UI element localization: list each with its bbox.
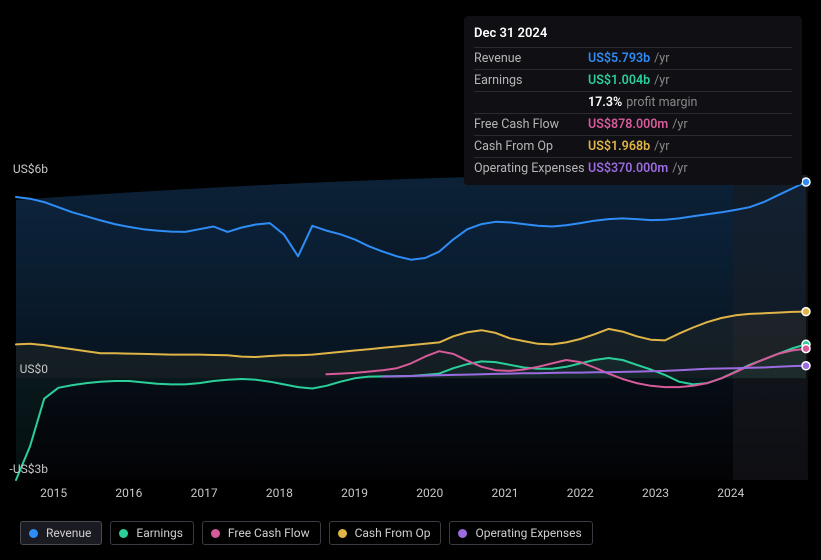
x-axis-tick: 2024	[717, 486, 744, 500]
legend-item-label: Earnings	[136, 526, 183, 540]
legend-dot-icon	[338, 529, 347, 538]
legend-dot-icon	[211, 529, 220, 538]
tooltip-row: 17.3% profit margin	[474, 91, 792, 113]
tooltip-row-label	[474, 95, 588, 110]
tooltip-row: EarningsUS$1.004b/yr	[474, 69, 792, 91]
x-axis-tick: 2022	[567, 486, 594, 500]
tooltip-row-suffix: /yr	[654, 139, 669, 154]
tooltip-box: Dec 31 2024 RevenueUS$5.793b/yrEarningsU…	[464, 16, 802, 185]
tooltip-row-label: Earnings	[474, 73, 588, 88]
tooltip-row-value: 17.3%	[588, 95, 622, 110]
tooltip-row-value: US$5.793b	[588, 51, 650, 66]
tooltip-row-suffix: /yr	[672, 161, 687, 176]
tooltip-row-label: Operating Expenses	[474, 161, 588, 176]
tooltip-row-value: US$1.968b	[588, 139, 650, 154]
y-axis-tick: US$0	[4, 362, 48, 376]
y-axis-tick: US$6b	[4, 162, 48, 176]
legend-item-earnings[interactable]: Earnings	[110, 521, 194, 545]
legend-item-label: Revenue	[46, 526, 91, 540]
tooltip-row-suffix: profit margin	[626, 95, 697, 110]
tooltip-row: Operating ExpensesUS$370.000m/yr	[474, 157, 792, 179]
tooltip-row-suffix: /yr	[654, 73, 669, 88]
tooltip-rows: RevenueUS$5.793b/yrEarningsUS$1.004b/yr1…	[474, 47, 792, 179]
legend-item-operating-expenses[interactable]: Operating Expenses	[449, 521, 592, 545]
legend-dot-icon	[29, 529, 38, 538]
tooltip-title: Dec 31 2024	[474, 26, 792, 47]
legend-dot-icon	[458, 529, 467, 538]
tooltip-row-value: US$1.004b	[588, 73, 650, 88]
legend-item-cash-from-op[interactable]: Cash From Op	[329, 521, 442, 545]
legend-item-revenue[interactable]: Revenue	[20, 521, 102, 545]
root: Dec 31 2024 RevenueUS$5.793b/yrEarningsU…	[0, 0, 821, 560]
tooltip-row-label: Free Cash Flow	[474, 117, 588, 132]
y-axis-tick: -US$3b	[4, 462, 48, 476]
legend-item-label: Cash From Op	[355, 526, 431, 540]
x-axis-tick: 2019	[341, 486, 368, 500]
tooltip-row-value: US$370.000m	[588, 161, 668, 176]
x-axis-tick: 2020	[416, 486, 443, 500]
x-axis-tick: 2016	[115, 486, 142, 500]
x-axis-tick: 2023	[642, 486, 669, 500]
x-axis-tick: 2018	[266, 486, 293, 500]
legend-item-label: Operating Expenses	[475, 526, 581, 540]
legend: Revenue Earnings Free Cash Flow Cash From O…	[20, 521, 593, 545]
legend-item-label: Free Cash Flow	[228, 526, 310, 540]
tooltip-row: Cash From OpUS$1.968b/yr	[474, 135, 792, 157]
x-axis-tick: 2017	[191, 486, 218, 500]
tooltip-row-value: US$878.000m	[588, 117, 668, 132]
tooltip-row-label: Cash From Op	[474, 139, 588, 154]
x-axis-tick: 2021	[492, 486, 519, 500]
tooltip-row-suffix: /yr	[654, 51, 669, 66]
x-axis-tick: 2015	[40, 486, 67, 500]
tooltip-row: Free Cash FlowUS$878.000m/yr	[474, 113, 792, 135]
legend-item-free-cash-flow[interactable]: Free Cash Flow	[202, 521, 321, 545]
tooltip-row: RevenueUS$5.793b/yr	[474, 47, 792, 69]
tooltip-row-suffix: /yr	[672, 117, 687, 132]
legend-dot-icon	[119, 529, 128, 538]
tooltip-row-label: Revenue	[474, 51, 588, 66]
